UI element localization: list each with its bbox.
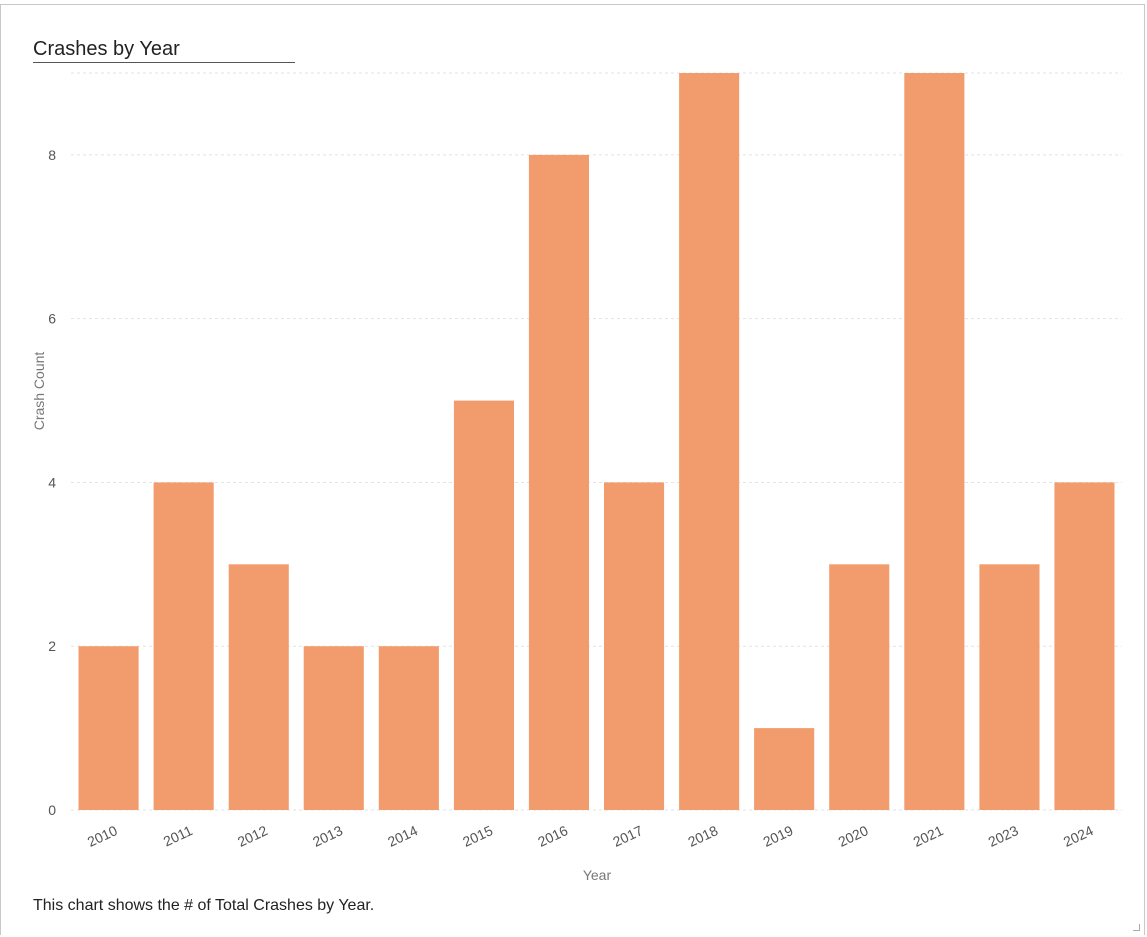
resize-handle[interactable] [1133, 924, 1140, 931]
x-tick-label: 2021 [911, 822, 946, 850]
x-tick-label: 2013 [310, 822, 345, 850]
x-tick-label: 2019 [760, 822, 795, 850]
bar-2018[interactable] [679, 73, 740, 810]
x-axis-label: Year [583, 867, 612, 883]
y-tick-label: 4 [48, 474, 56, 490]
bar-2015[interactable] [453, 400, 514, 810]
bar-2024[interactable] [1054, 482, 1115, 810]
x-tick-label: 2024 [1061, 822, 1096, 850]
bar-2012[interactable] [228, 564, 289, 810]
bar-2020[interactable] [829, 564, 890, 810]
chart-title: Crashes by Year [33, 35, 295, 63]
x-tick-label: 2017 [610, 822, 645, 850]
chart-caption: This chart shows the # of Total Crashes … [33, 897, 375, 914]
x-tick-label: 2014 [385, 822, 420, 850]
bar-2010[interactable] [78, 646, 139, 810]
bar-2021[interactable] [904, 73, 965, 810]
bar-2023[interactable] [979, 564, 1040, 810]
y-tick-label: 2 [48, 638, 56, 654]
x-tick-label: 2010 [85, 822, 120, 850]
bar-2013[interactable] [303, 646, 364, 810]
x-tick-label: 2015 [460, 822, 495, 850]
x-tick-label: 2023 [986, 822, 1021, 850]
y-tick-label: 0 [48, 802, 56, 818]
bar-2019[interactable] [754, 728, 815, 810]
x-tick-label: 2020 [836, 822, 871, 850]
x-tick-label: 2016 [535, 822, 570, 850]
y-tick-label: 8 [48, 147, 56, 163]
bar-2011[interactable] [153, 482, 214, 810]
bar-2017[interactable] [604, 482, 665, 810]
x-tick-label: 2018 [685, 822, 720, 850]
bar-2016[interactable] [528, 154, 589, 810]
y-tick-label: 6 [48, 311, 56, 327]
bar-2014[interactable] [378, 646, 439, 810]
x-tick-label: 2012 [235, 822, 270, 850]
y-axis-label: Crash Count [31, 352, 47, 431]
x-tick-label: 2011 [161, 822, 195, 849]
